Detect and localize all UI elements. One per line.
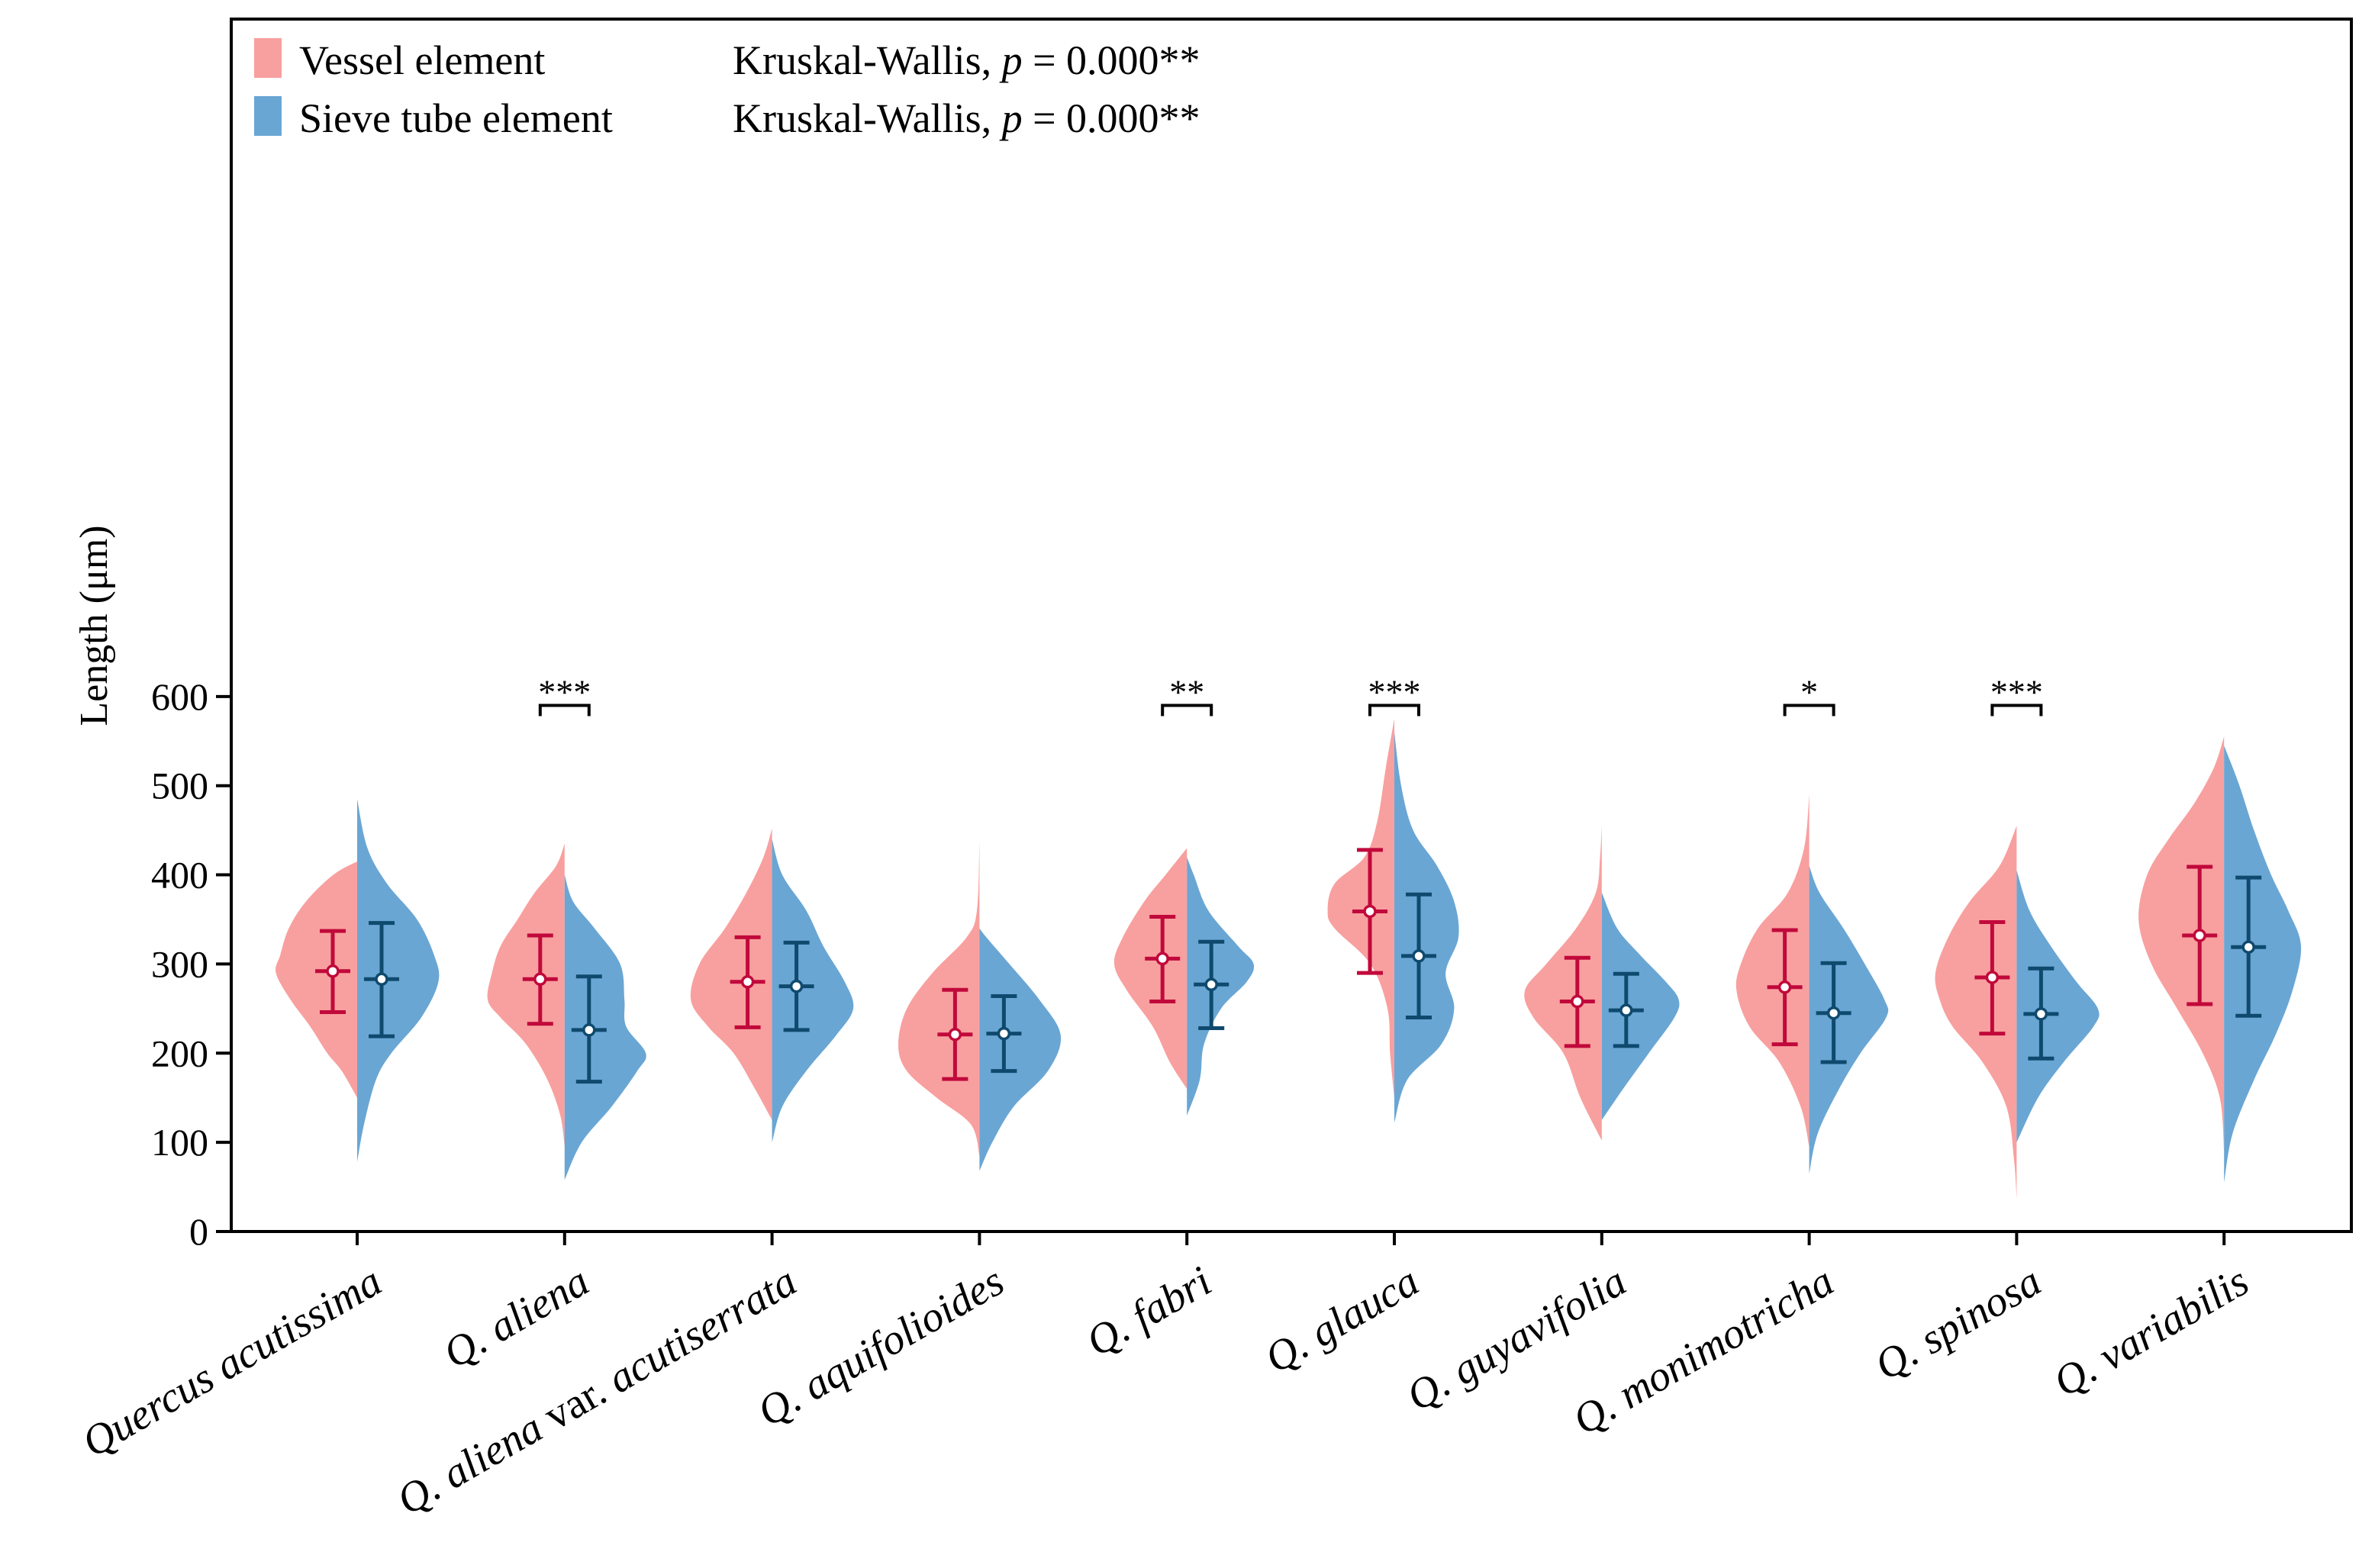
mean-point-sieve-6 — [1619, 1003, 1633, 1017]
y-axis-title: Length (μm) — [73, 525, 116, 726]
y-tick-label-2: 200 — [151, 1032, 208, 1074]
y-axis: 0 100 200 300 400 500 600 — [151, 675, 231, 1253]
sig-bracket-1 — [1161, 704, 1213, 716]
violin-vessel-6 — [1524, 826, 1602, 1141]
sig-bracket-3 — [1783, 704, 1835, 716]
violin-vessel-9 — [2138, 736, 2225, 1151]
mean-point-sieve-7 — [1826, 1006, 1841, 1020]
violin-sieve-3 — [979, 928, 1062, 1171]
sig-bracket-2 — [1368, 704, 1420, 716]
sig-label-1: ** — [1169, 673, 1204, 712]
mean-point-vessel-1 — [533, 972, 547, 987]
violins — [276, 719, 2302, 1199]
sig-label-4: *** — [1990, 673, 2043, 712]
mean-point-sieve-2 — [789, 979, 804, 993]
violin-sieve-2 — [772, 839, 854, 1143]
mean-point-vessel-4 — [1155, 951, 1169, 966]
y-tick-label-3: 300 — [151, 942, 208, 985]
legend-test-sieve: Kruskal-Wallis, p = 0.000** — [733, 95, 1200, 141]
mean-point-sieve-8 — [2034, 1007, 2048, 1021]
violin-vessel-7 — [1735, 794, 1810, 1147]
sig-bracket-0 — [538, 704, 591, 716]
violin-sieve-8 — [2016, 870, 2100, 1143]
violin-sieve-5 — [1394, 732, 1459, 1123]
y-tick-label-6: 600 — [151, 675, 208, 718]
violin-sieve-1 — [564, 874, 646, 1180]
sig-bracket-4 — [1990, 704, 2043, 716]
mean-point-sieve-0 — [375, 972, 388, 987]
sig-label-2: *** — [1368, 673, 1421, 712]
y-tick-label-5: 500 — [151, 765, 208, 807]
legend-swatch-sieve — [254, 96, 282, 136]
mean-point-vessel-9 — [2193, 929, 2206, 942]
mean-point-sieve-4 — [1204, 977, 1218, 992]
mean-point-vessel-5 — [1363, 904, 1377, 919]
y-tick-label-1: 100 — [151, 1121, 208, 1164]
plot-frame — [230, 18, 2353, 1233]
mean-point-vessel-2 — [740, 975, 755, 989]
sig-label-3: * — [1800, 673, 1818, 712]
violin-sieve-9 — [2224, 745, 2302, 1183]
legend: Vessel element Kruskal-Wallis, p = 0.000… — [254, 37, 1200, 141]
significance-brackets: *** ** *** * *** — [538, 673, 2043, 716]
violin-vessel-1 — [487, 843, 565, 1147]
mean-point-sieve-3 — [997, 1026, 1011, 1041]
mean-point-vessel-7 — [1777, 980, 1792, 994]
violin-vessel-8 — [1935, 826, 2017, 1199]
violin-vessel-0 — [276, 861, 357, 1098]
mean-point-sieve-1 — [582, 1023, 596, 1037]
mean-point-sieve-9 — [2241, 940, 2255, 954]
mean-point-sieve-5 — [1412, 949, 1426, 963]
legend-label-vessel: Vessel element — [299, 37, 545, 83]
legend-label-sieve: Sieve tube element — [299, 95, 613, 141]
sig-label-0: *** — [538, 673, 591, 712]
mean-point-vessel-8 — [1985, 971, 2000, 984]
violin-sieve-6 — [1601, 892, 1680, 1120]
violin-vessel-2 — [690, 828, 772, 1120]
mean-point-vessel-6 — [1571, 994, 1584, 1009]
legend-swatch-vessel — [254, 38, 282, 78]
y-tick-label-0: 0 — [189, 1210, 208, 1253]
legend-test-vessel: Kruskal-Wallis, p = 0.000** — [733, 37, 1200, 83]
violin-vessel-5 — [1327, 719, 1394, 1098]
mean-point-vessel-3 — [948, 1027, 962, 1042]
violin-sieve-7 — [1809, 865, 1889, 1174]
violin-vessel-4 — [1113, 848, 1188, 1090]
error-bars — [315, 848, 2267, 1084]
y-tick-label-4: 400 — [151, 854, 208, 897]
mean-point-vessel-0 — [326, 964, 340, 978]
